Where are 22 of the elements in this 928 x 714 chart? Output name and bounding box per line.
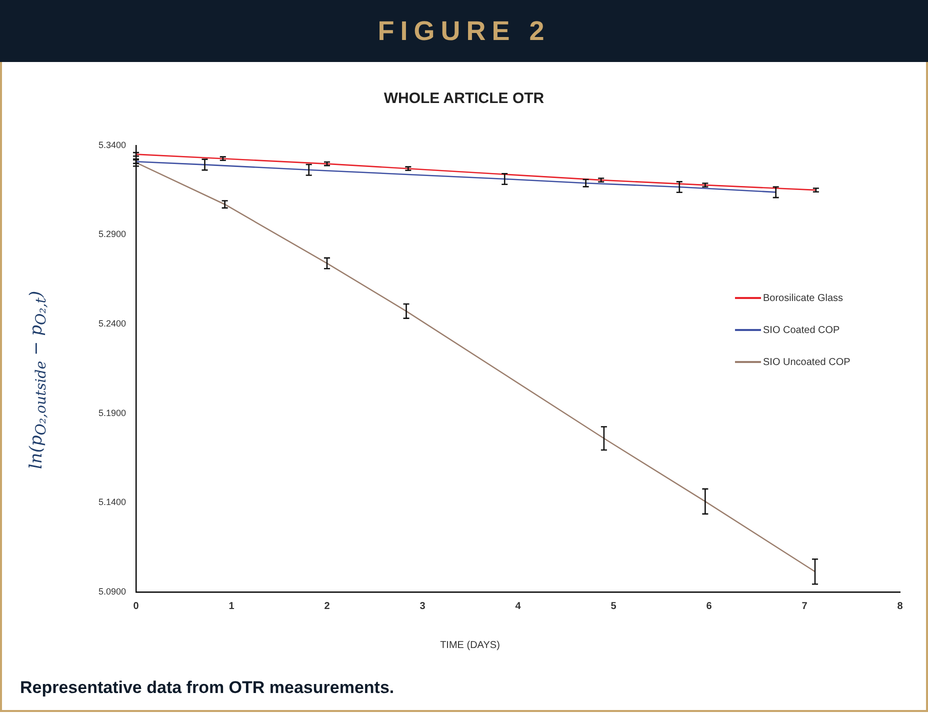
y-tick-label: 5.3400 bbox=[98, 140, 126, 150]
y-tick-label: 5.0900 bbox=[98, 586, 126, 596]
x-tick-label: 5 bbox=[610, 600, 617, 612]
y-tick-label: 5.2900 bbox=[98, 229, 126, 240]
x-tick-label: 2 bbox=[324, 600, 330, 612]
x-tick-label: 7 bbox=[802, 600, 808, 612]
x-tick-label: 0 bbox=[133, 600, 140, 612]
legend-label: SIO Coated COP bbox=[763, 324, 840, 336]
caption: FIGURE 2 bbox=[0, 0, 928, 62]
x-tick-label: 4 bbox=[515, 600, 522, 612]
x-axis-title: TIME (DAYS) bbox=[439, 640, 501, 651]
x-tick-label: 6 bbox=[706, 600, 712, 612]
x-tick-label: 8 bbox=[897, 600, 904, 612]
y-tick-label: 5.1900 bbox=[98, 408, 126, 418]
y-tick-label: 5.2400 bbox=[98, 318, 126, 329]
text: Representative data from OTR measurements. bbox=[20, 678, 394, 698]
x-tick-label: 3 bbox=[420, 600, 426, 612]
x-tick-label: 1 bbox=[228, 600, 235, 612]
y-tick-label: 5.1400 bbox=[98, 497, 126, 508]
legend-label: Borosilicate Glass bbox=[763, 292, 844, 304]
chart-title: WHOLE ARTICLE OTR bbox=[382, 90, 546, 107]
legend-label: SIO Uncoated COP bbox=[763, 356, 850, 368]
